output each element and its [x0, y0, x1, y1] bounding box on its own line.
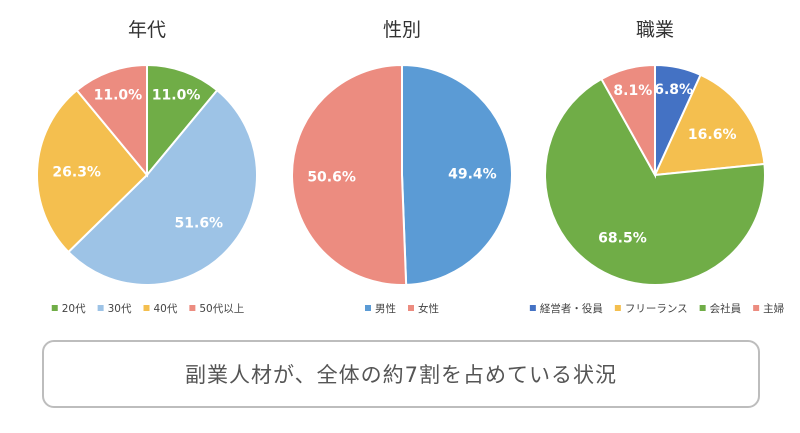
legend-swatch-0-0 [51, 305, 58, 311]
legend-label-0-2: 40代 [154, 303, 178, 315]
legend-swatch-0-1 [97, 305, 104, 311]
chart-title-1: 性別 [383, 19, 421, 41]
summary-callout-box: 副業人材が、全体の約7割を占めている状況 [42, 340, 760, 408]
pie-slice-2-2 [544, 77, 766, 286]
pie-slice-0-0 [146, 63, 219, 178]
legend-label-1-1: 女性 [418, 302, 439, 315]
legend-swatch-0-2 [143, 305, 150, 311]
slice-label-2-3: 8.1% [613, 83, 652, 99]
legend-swatch-1-0 [365, 305, 371, 311]
legend-swatch-1-1 [408, 305, 414, 311]
slice-label-1-1: 50.6% [307, 169, 356, 185]
slice-label-2-0: 6.8% [654, 82, 693, 98]
legend-swatch-2-0 [529, 305, 536, 311]
slice-label-0-3: 11.0% [94, 87, 143, 103]
legend-label-2-0: 経営者・役員 [540, 302, 603, 315]
legend-label-1-0: 男性 [375, 302, 396, 315]
legend-swatch-2-2 [699, 305, 706, 311]
slice-label-0-2: 26.3% [52, 164, 101, 180]
pie-slice-1-1 [291, 63, 408, 286]
legend-label-0-3: 50代以上 [199, 303, 244, 315]
chart-title-0: 年代 [128, 19, 166, 41]
pie-slice-2-3 [600, 63, 656, 179]
legend-label-2-3: 主婦 [763, 303, 784, 315]
slice-label-2-2: 68.5% [598, 230, 647, 246]
legend-label-2-1: フリーランス [625, 303, 688, 315]
pie-slice-0-1 [67, 88, 258, 286]
legend-label-0-1: 30代 [108, 303, 132, 315]
legend-label-0-0: 20代 [62, 303, 86, 315]
slice-label-2-1: 16.6% [688, 127, 737, 143]
chart-title-2: 職業 [636, 19, 674, 41]
legend-swatch-0-3 [189, 305, 196, 311]
slice-label-0-1: 51.6% [175, 216, 224, 232]
slice-label-0-0: 11.0% [152, 87, 201, 103]
pie-slice-0-2 [36, 88, 149, 254]
pie-slice-0-3 [75, 63, 148, 178]
legend-label-2-2: 会社員 [710, 302, 742, 315]
legend-swatch-2-1 [614, 305, 621, 311]
legend-swatch-2-3 [753, 305, 760, 311]
pie-slice-1-0 [401, 63, 513, 286]
pie-slice-2-1 [653, 73, 766, 177]
slice-label-1-0: 49.4% [448, 167, 497, 183]
summary-caption: 副業人材が、全体の約7割を占めている状況 [185, 363, 617, 387]
